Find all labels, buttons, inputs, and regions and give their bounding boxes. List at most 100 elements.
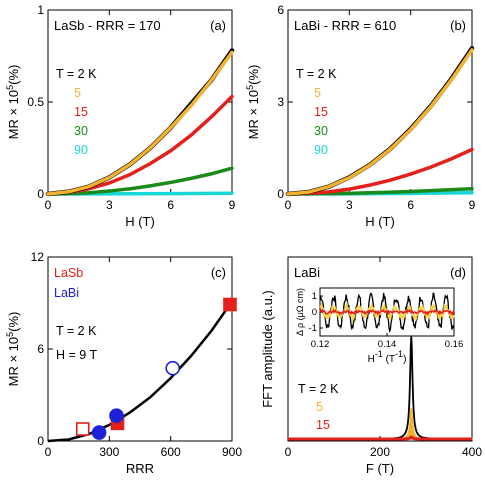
legend-lasb: LaSb <box>54 266 83 280</box>
y-tick-label: 0.5 <box>27 95 44 109</box>
series-line-5K <box>286 48 474 196</box>
x-tick-label: 6 <box>407 198 414 212</box>
panel-tag: (d) <box>450 265 466 280</box>
y-axis-label-group: FFT amplitude (a.u.) <box>260 290 275 408</box>
y-axis-label: MR × 105(%) <box>245 65 261 140</box>
y-axis-label-part-2: (%) <box>6 65 21 85</box>
legend-entry-15K: 15 <box>74 105 88 119</box>
condition-field: H = 9 T <box>56 348 97 362</box>
x-axis-label: H (T) <box>125 214 155 229</box>
panel-tag: (b) <box>450 18 466 33</box>
y-axis-label-group: MR × 105(%) <box>5 312 21 387</box>
inset-x-tick-label: 0.14 <box>378 339 397 350</box>
legend-entry-15K: 15 <box>314 105 328 119</box>
legend-entry-15K: 15 <box>316 418 330 432</box>
inset-x-label-part-1: -1 <box>375 349 383 359</box>
y-axis-label-part-2: (%) <box>6 312 21 332</box>
y-axis-label: MR × 105(%) <box>5 312 21 387</box>
panel-tag: (a) <box>210 18 226 33</box>
fit-curve <box>47 300 234 443</box>
x-axis-label: F (T) <box>366 461 394 476</box>
x-tick-label: 9 <box>229 198 236 212</box>
x-tick-label: 3 <box>106 198 113 212</box>
y-axis-label-part-0: MR × 10 <box>6 337 21 387</box>
inset-x-label: H-1 (T-1) <box>368 349 407 365</box>
series-line-5K <box>46 50 234 196</box>
inset-x-label-part-4: ) <box>403 354 406 365</box>
y-tick-label: 0 <box>277 187 284 201</box>
x-tick-label: 600 <box>161 445 181 459</box>
legend-entry-90K: 90 <box>74 143 88 157</box>
data-point-lasb <box>223 297 237 312</box>
panel-title: LaBi <box>294 265 320 280</box>
legend-header: T = 2 K <box>296 67 337 81</box>
panel-title: LaBi - RRR = 610 <box>294 18 396 33</box>
legend-entry-30K: 30 <box>74 124 88 138</box>
x-tick-label: 200 <box>370 445 390 459</box>
x-tick-label: 400 <box>462 445 482 459</box>
x-tick-label: 9 <box>469 198 476 212</box>
fft-peak-15K <box>288 435 472 441</box>
data-point-lasb <box>75 422 90 436</box>
condition-temperature: T = 2 K <box>56 324 97 338</box>
data-point-labi <box>165 360 181 376</box>
y-axis-label-part-0: MR × 10 <box>246 90 261 140</box>
legend-labi: LaBi <box>54 286 79 300</box>
y-tick-label: 0 <box>37 187 44 201</box>
y-tick-label: 1 <box>37 3 44 17</box>
inset-x-label-part-2: (T <box>383 354 395 365</box>
y-axis-label-group: MR × 105(%) <box>5 65 21 140</box>
panel-tag: (c) <box>211 265 226 280</box>
panel-a: 0 3 6 900.51H (T)MR × 105(%)LaSb - RRR = 17… <box>5 3 236 229</box>
panel-d: 0 200 400 F (T) FFT amplitude (a.u.) LaBi (d) T… <box>260 256 482 476</box>
series-line-15K <box>286 147 474 196</box>
y-tick-label: 0 <box>37 434 44 448</box>
inset-y-tick-label: -1 <box>309 323 317 334</box>
x-tick-label: 0 <box>45 445 52 459</box>
inset-oscillation-15K <box>319 308 455 317</box>
legend-entry-5K: 5 <box>316 400 323 414</box>
x-tick-label: 300 <box>99 445 119 459</box>
legend-entry-30K: 30 <box>314 124 328 138</box>
legend-entry-90K: 90 <box>314 143 328 157</box>
y-axis-label-part-2: (%) <box>246 65 261 85</box>
inset-y-label: Δ ρ (μΩ cm) <box>295 288 305 336</box>
series-line-30K <box>46 166 234 196</box>
x-tick-label: 0 <box>285 198 292 212</box>
inset-x-tick-label: 0.16 <box>445 339 464 350</box>
inset-y-label-group: Δ ρ (μΩ cm) <box>295 288 305 336</box>
inset-x-label-part-3: -1 <box>395 349 403 359</box>
y-axis-label-part-1: 5 <box>5 332 15 337</box>
y-axis-label-part-0: MR × 10 <box>6 90 21 140</box>
panel-c: 0 300 600 900 0 6 12 RRR MR × 105(%) LaSb LaBi (c) T… <box>5 250 242 476</box>
inset-y-tick-label: 0 <box>312 307 317 318</box>
inset-x-tick-label: 0.12 <box>311 339 330 350</box>
x-axis-label: RRR <box>126 461 154 476</box>
data-point-labi <box>91 425 107 440</box>
y-tick-label: 12 <box>31 250 45 264</box>
legend-entry-5K: 5 <box>314 86 321 100</box>
y-axis-label-part-1: 5 <box>245 85 255 90</box>
panel-title: LaSb - RRR = 170 <box>54 18 161 33</box>
inset-x-label-part-0: H <box>368 354 375 365</box>
y-axis-label: FFT amplitude (a.u.) <box>260 290 275 408</box>
y-tick-label: 6 <box>37 342 44 356</box>
legend-header: T = 2 K <box>298 382 339 396</box>
legend-header: T = 2 K <box>56 67 97 81</box>
y-tick-label: 6 <box>277 3 284 17</box>
x-tick-label: 0 <box>45 198 52 212</box>
plot-frame <box>47 9 233 195</box>
y-axis-label-group: MR × 105(%) <box>245 65 261 140</box>
y-axis-label: MR × 105(%) <box>5 65 21 140</box>
x-tick-label: 3 <box>346 198 353 212</box>
inset-y-tick-label: 1 <box>312 291 317 302</box>
x-tick-label: 0 <box>285 445 292 459</box>
x-axis-label: H (T) <box>365 214 395 229</box>
x-tick-label: 6 <box>167 198 174 212</box>
x-tick-label: 900 <box>222 445 242 459</box>
plot-frame <box>287 9 473 195</box>
y-tick-label: 3 <box>277 95 284 109</box>
data-point-labi <box>109 408 124 424</box>
